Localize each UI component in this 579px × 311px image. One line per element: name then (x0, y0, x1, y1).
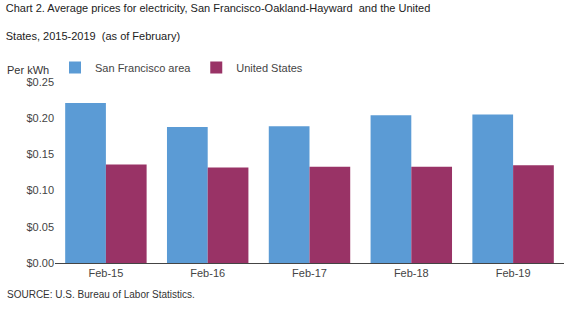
svg-text:$0.15: $0.15 (26, 148, 54, 160)
svg-text:Per kWh: Per kWh (7, 64, 49, 76)
svg-text:Feb-19: Feb-19 (496, 267, 531, 279)
svg-text:Chart 2. Average prices for el: Chart 2. Average prices for electricity,… (6, 2, 431, 14)
svg-text:$0.20: $0.20 (26, 112, 54, 124)
svg-text:$0.10: $0.10 (26, 184, 54, 196)
svg-text:Feb-17: Feb-17 (292, 267, 327, 279)
svg-text:States, 2015-2019 (as of Febr: States, 2015-2019 (as of February) (6, 30, 180, 42)
svg-text:SOURCE: U.S. Bureau of Labor S: SOURCE: U.S. Bureau of Labor Statistics. (7, 289, 195, 300)
svg-text:Feb-15: Feb-15 (88, 267, 123, 279)
svg-text:Feb-18: Feb-18 (394, 267, 429, 279)
svg-text:$0.05: $0.05 (26, 221, 54, 233)
svg-text:San Francisco area: San Francisco area (95, 62, 191, 74)
svg-text:$0.00: $0.00 (26, 257, 54, 269)
svg-text:Feb-16: Feb-16 (190, 267, 225, 279)
svg-text:$0.25: $0.25 (26, 76, 54, 88)
svg-text:United States: United States (236, 62, 303, 74)
